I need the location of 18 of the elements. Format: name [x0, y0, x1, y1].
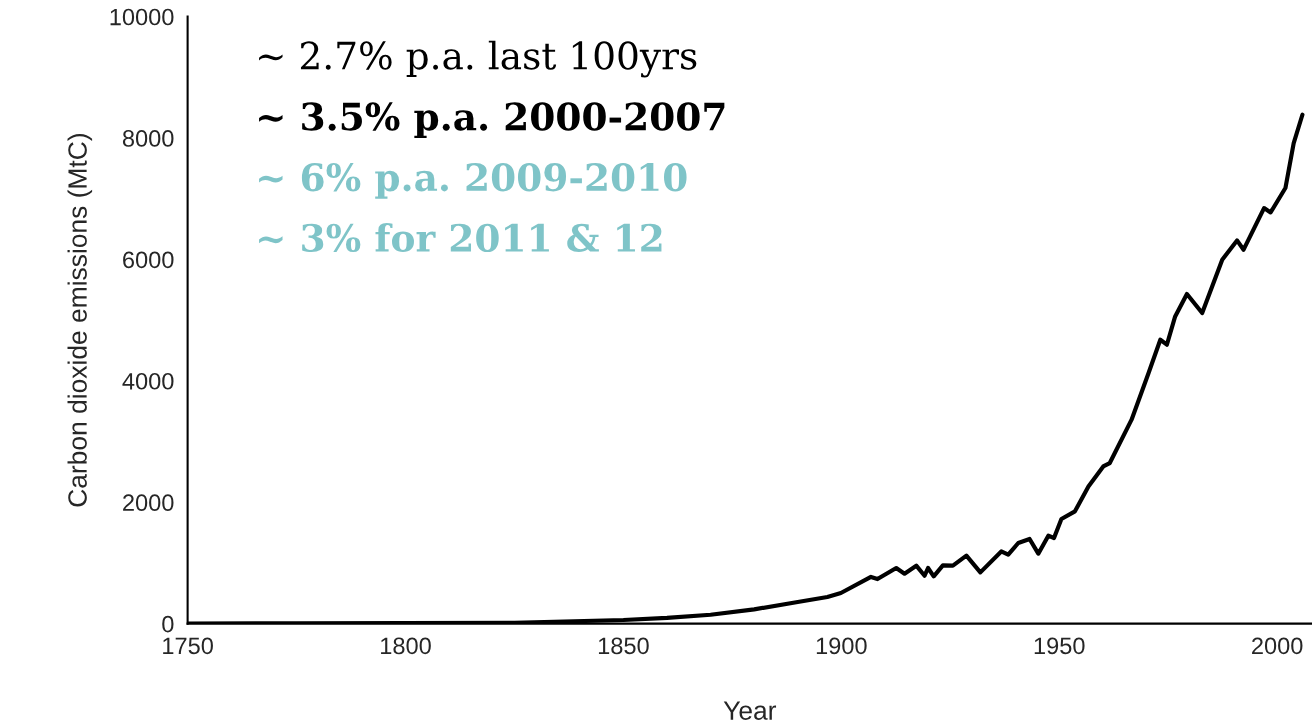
annotation: ~ 2.7% p.a. last 100yrs	[259, 40, 697, 78]
annotation: ~ 3.5% p.a. 2000-2007	[259, 102, 725, 138]
y-tick-label: 4000	[122, 372, 174, 390]
x-tick-label: 1800	[381, 637, 431, 655]
annotation: ~ 6% p.a. 2009-2010	[259, 163, 687, 199]
x-tick-label: 1950	[1034, 637, 1085, 655]
y-tick-label: 0	[162, 615, 174, 633]
y-tick-label: 10000	[110, 8, 174, 26]
x-tick-label: 2000	[1252, 637, 1303, 655]
y-tick-label: 2000	[123, 494, 174, 512]
annotation: ~ 3% for 2011 & 12	[259, 223, 662, 253]
y-tick-label: 6000	[123, 251, 174, 269]
x-tick-label: 1850	[598, 637, 649, 655]
x-axis-title: Year	[723, 701, 777, 720]
y-tick-label: 8000	[122, 130, 174, 147]
x-tick-label: 1750	[163, 637, 213, 655]
y-axis-title: Carbon dioxide emissions (MtC)	[67, 134, 93, 507]
x-tick-label: 1900	[816, 637, 867, 655]
